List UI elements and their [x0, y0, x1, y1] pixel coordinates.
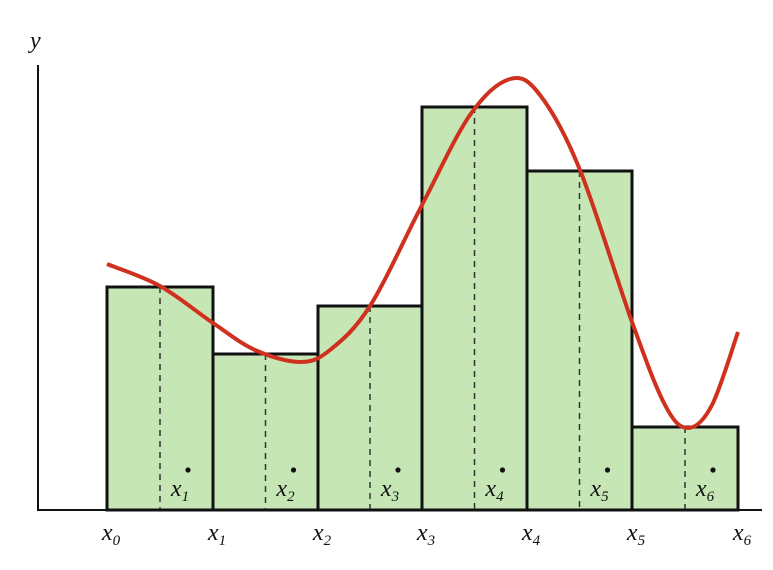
sample-label: x4 — [484, 476, 504, 505]
symbol: x — [695, 476, 707, 502]
sample-star — [185, 467, 191, 473]
symbol: x — [521, 520, 533, 546]
subscript: 6 — [707, 489, 715, 505]
symbol: x — [312, 520, 324, 546]
symbol: x — [732, 520, 744, 546]
subscript: 3 — [391, 489, 400, 505]
subscript: 3 — [427, 533, 436, 549]
subscript: 6 — [744, 533, 752, 549]
partition-label: x0 — [101, 520, 121, 549]
symbol: x — [626, 520, 638, 546]
sample-lines — [159, 107, 686, 510]
symbol: x — [170, 476, 182, 502]
sample-label: x5 — [589, 476, 609, 505]
sample-star — [604, 467, 611, 473]
subscript: 5 — [601, 489, 609, 505]
sample-star — [290, 467, 297, 473]
sample-star — [395, 467, 401, 473]
symbol: x — [101, 520, 113, 546]
symbol: x — [207, 520, 219, 546]
partition-label: x1 — [207, 520, 226, 549]
sample-label: x1 — [170, 476, 189, 505]
partition-label: x6 — [732, 520, 752, 549]
partition-label: x3 — [416, 520, 435, 549]
partition-label: x4 — [521, 520, 541, 549]
curve — [106, 75, 740, 431]
sample-star — [499, 467, 506, 473]
sample-label: x2 — [275, 476, 295, 505]
sample-label: x6 — [695, 476, 715, 505]
subscript: 1 — [219, 533, 227, 549]
subscript: 4 — [496, 489, 504, 505]
subscript: 2 — [287, 489, 295, 505]
rectangles — [105, 105, 740, 512]
y-axis-label: y — [28, 28, 41, 54]
subscript: 2 — [324, 533, 332, 549]
symbol: x — [380, 476, 392, 502]
subscript: 0 — [113, 533, 121, 549]
partition-label: x2 — [312, 520, 332, 549]
subscript: 5 — [638, 533, 646, 549]
symbol: x — [275, 476, 287, 502]
sample-star — [710, 467, 716, 473]
symbol: x — [589, 476, 601, 502]
subscript: 4 — [533, 533, 541, 549]
symbol: x — [416, 520, 428, 546]
subscript: 1 — [182, 489, 190, 505]
sample-label: x3 — [380, 476, 399, 505]
partition-label: x5 — [626, 520, 646, 549]
symbol: x — [484, 476, 496, 502]
